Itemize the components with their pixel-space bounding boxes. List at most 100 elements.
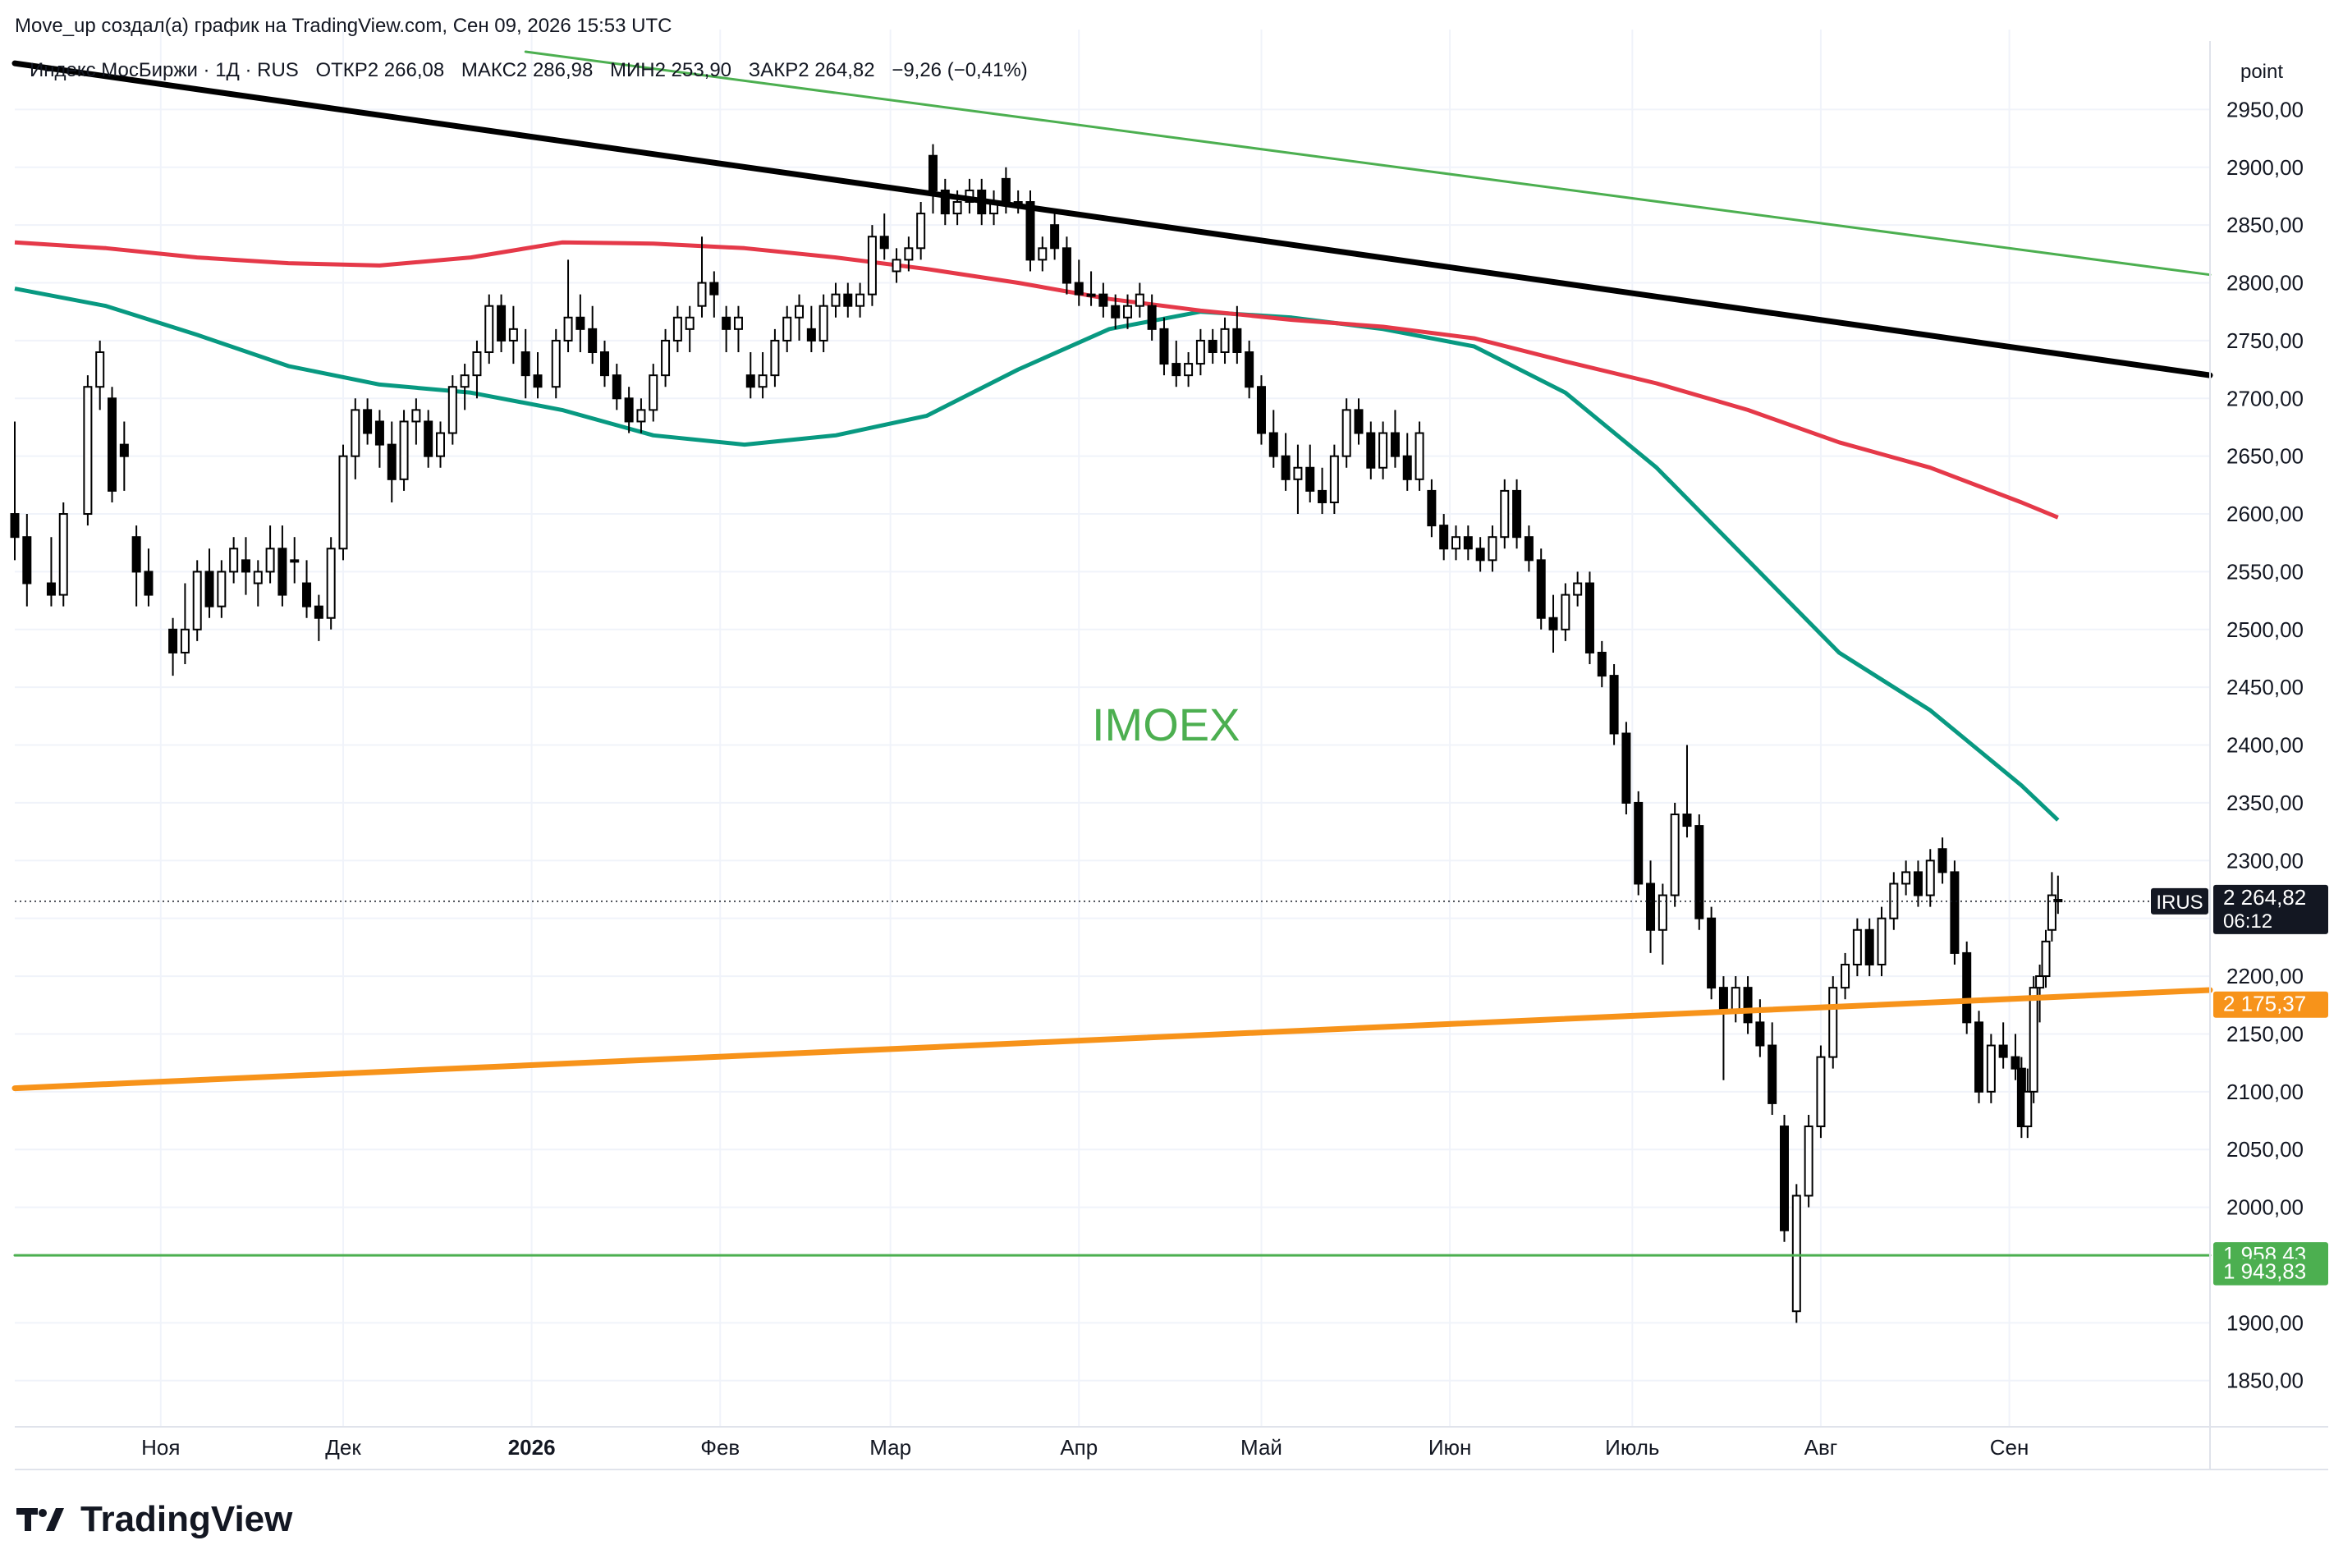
candle-body [1646,883,1656,931]
candle [636,398,646,433]
candle [588,305,598,364]
candle [1050,213,1060,260]
candle [508,305,518,364]
x-tick-label: Авг [1804,1435,1838,1460]
candle [192,560,202,641]
candle [624,387,634,433]
candle-body [1172,363,1181,377]
candle-body [1974,1021,1984,1093]
candle [1341,398,1351,468]
candle-body [1561,594,1570,630]
x-tick-label: 2026 [508,1435,556,1460]
candle-body [855,293,865,307]
candle [649,364,658,422]
candle-body [119,443,129,457]
candle-body [831,293,841,307]
candle [1329,444,1339,515]
trendline-2[interactable] [524,50,2212,277]
x-tick-label: Ноя [141,1435,180,1460]
candle-body [1962,951,1972,1024]
candle-body [1439,525,1449,550]
candle-body [314,605,323,619]
candle-body [1111,305,1121,319]
candle [1061,236,1071,295]
legend-instrument[interactable]: Индекс МосБиржи · 1Д · RUS [30,59,299,81]
candle [387,421,397,502]
candle-body [1755,1021,1765,1047]
candle-body [952,201,962,215]
candle-body [338,455,348,550]
candle [1609,664,1619,745]
candle-body [649,374,658,411]
candle [661,328,671,387]
candle [1694,814,1704,930]
candle [290,537,300,584]
candle [1256,375,1266,445]
legend-low: МИН2 253,90 [610,59,732,81]
candle [1828,976,1838,1069]
candle-body [508,328,518,342]
x-tick-label: Сен [1990,1435,2029,1460]
y-tick-label: 2650,00 [2226,444,2304,469]
candle-body [1378,432,1388,469]
candle [989,190,999,226]
candle [399,410,409,491]
candle [1901,860,1911,896]
candle-body [10,513,20,539]
candle-body [204,571,214,607]
candle-body [1901,871,1911,885]
candle-body [265,548,275,573]
candle [1646,860,1656,953]
price-scale-unit-button[interactable]: point [2240,61,2284,83]
candle-body [277,548,287,596]
candle [1791,1184,1801,1323]
candle [460,364,470,410]
countdown-label: 06:12 [2223,910,2272,933]
candle [497,294,507,352]
candle [1512,479,1522,549]
candle-body [1731,987,1740,1012]
candle [180,583,190,665]
y-tick-label: 2950,00 [2226,97,2304,121]
candle [1172,340,1181,387]
candle-body [1524,536,1534,562]
candle-body [95,351,105,388]
candle-body [374,420,384,446]
candle [1768,1022,1777,1115]
candle [1841,952,1850,1000]
candle [806,305,816,352]
tradingview-brand[interactable]: TradingView [16,1499,292,1540]
trendlines[interactable] [11,50,2213,1257]
candle-body [1123,305,1133,319]
candle [95,340,105,410]
candle-body [818,305,828,342]
candle-body [168,628,178,653]
candle-body [904,247,914,261]
candle-body [1634,801,1644,885]
y-tick-label: 2450,00 [2226,675,2304,699]
candle-body [144,571,154,596]
trendline-3[interactable] [11,987,2213,1092]
trendline-1[interactable] [11,60,2213,378]
candle-body [241,559,250,573]
candles [10,144,2063,1323]
candle-body [1402,455,1412,480]
candle-body [217,571,227,607]
candle [1268,410,1278,468]
candle [1245,340,1254,399]
candle [722,305,731,352]
candle-body [1609,675,1619,735]
candle-body [1366,432,1376,469]
candle-body [2023,1090,2033,1128]
candle [436,421,446,468]
candle-body [1415,432,1424,480]
candle [533,351,543,399]
candle-body [2053,899,2063,903]
candle [1536,548,1546,630]
candle [374,410,384,468]
candle-body [1913,871,1923,896]
candle [782,305,792,352]
candle [1475,537,1485,572]
